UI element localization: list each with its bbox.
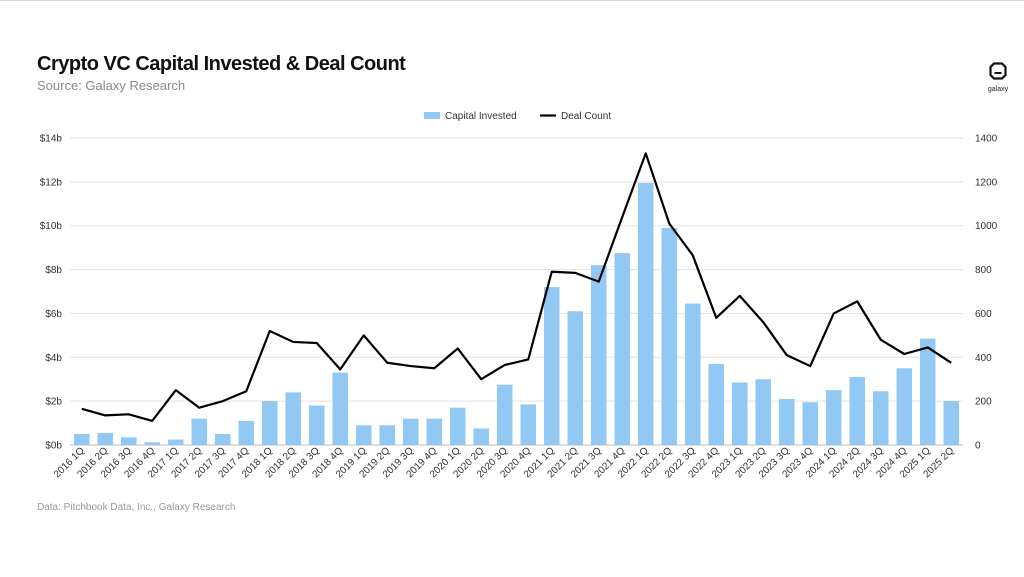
chart-subtitle: Source: Galaxy Research	[37, 78, 186, 93]
left-axis-tick-label: $0b	[45, 441, 62, 452]
line-series	[81, 152, 952, 422]
legend: Capital Invested Deal Count	[424, 111, 611, 122]
left-axis-tick-label: $8b	[45, 265, 62, 276]
right-axis-ticks: 0 200 400 600 800 1000 1200 1400	[975, 134, 998, 452]
capital-invested-bar	[708, 363, 725, 445]
capital-invested-bar	[214, 434, 231, 445]
capital-invested-bar	[402, 418, 419, 445]
capital-invested-bar	[73, 434, 90, 445]
legend-label-capital-invested: Capital Invested	[445, 111, 517, 122]
capital-invested-bar	[778, 398, 795, 445]
galaxy-logo-icon	[989, 62, 1007, 80]
right-axis-tick-label: 1000	[975, 221, 998, 232]
capital-invested-bar	[261, 401, 278, 445]
capital-invested-bar	[120, 437, 137, 445]
capital-invested-bar	[167, 439, 184, 445]
chart-title: Crypto VC Capital Invested & Deal Count	[37, 53, 406, 75]
legend-label-deal-count: Deal Count	[561, 111, 611, 122]
capital-invested-bar	[872, 391, 889, 445]
capital-invested-bar	[191, 418, 208, 445]
deal-count-line	[81, 152, 952, 422]
capital-invested-bar	[896, 368, 913, 445]
right-axis-tick-label: 400	[975, 353, 992, 364]
capital-invested-bar	[919, 338, 936, 445]
left-axis-tick-label: $2b	[45, 397, 62, 408]
right-axis-tick-label: 200	[975, 397, 992, 408]
capital-invested-bar	[614, 253, 631, 445]
capital-invested-bar	[825, 390, 842, 445]
capital-invested-bar	[355, 425, 372, 445]
capital-invested-bar	[144, 442, 161, 445]
left-axis-tick-label: $14b	[40, 134, 63, 145]
capital-invested-bar	[661, 227, 678, 445]
capital-invested-bar	[496, 384, 513, 445]
capital-invested-bar	[520, 404, 537, 445]
left-axis-tick-label: $6b	[45, 309, 62, 320]
left-axis-ticks: $0b $2b $4b $6b $8b $10b $12b $14b	[40, 134, 63, 452]
capital-invested-bar	[379, 425, 396, 445]
right-axis-tick-label: 0	[975, 441, 981, 452]
capital-invested-bar	[543, 287, 560, 445]
capital-invested-bar	[590, 265, 607, 445]
capital-invested-bar	[637, 182, 654, 445]
left-axis-tick-label: $4b	[45, 353, 62, 364]
capital-invested-bar	[731, 382, 748, 445]
chart-area: $0b $2b $4b $6b $8b $10b $12b $14b 0 200 400 600 80…	[40, 111, 998, 480]
right-axis-tick-label: 1200	[975, 177, 998, 188]
capital-invested-bar	[943, 401, 960, 445]
logo-wordmark: galaxy	[987, 86, 1009, 93]
right-axis-tick-label: 800	[975, 265, 992, 276]
capital-invested-bar	[449, 407, 466, 445]
capital-invested-bar	[332, 372, 349, 445]
capital-invested-bar	[97, 432, 114, 445]
capital-invested-bar	[755, 379, 772, 445]
bar-series	[73, 182, 960, 445]
left-axis-tick-label: $10b	[40, 221, 63, 232]
right-axis-tick-label: 1400	[975, 134, 998, 145]
legend-swatch-capital-invested	[424, 112, 440, 119]
capital-invested-bar	[285, 392, 302, 445]
galaxy-logo: galaxy	[985, 62, 1011, 93]
capital-invested-bar	[308, 405, 325, 445]
capital-invested-bar	[238, 420, 255, 445]
capital-invested-bar	[473, 428, 490, 445]
capital-invested-bar	[802, 402, 819, 445]
capital-invested-bar	[684, 303, 701, 445]
data-source-note: Data: Pitchbook Data, Inc., Galaxy Resea…	[37, 502, 236, 513]
right-axis-tick-label: 600	[975, 309, 992, 320]
capital-invested-bar	[849, 377, 866, 445]
top-divider	[0, 0, 1024, 1]
left-axis-tick-label: $12b	[40, 177, 63, 188]
capital-invested-bar	[426, 418, 443, 445]
capital-invested-bar	[567, 311, 584, 445]
